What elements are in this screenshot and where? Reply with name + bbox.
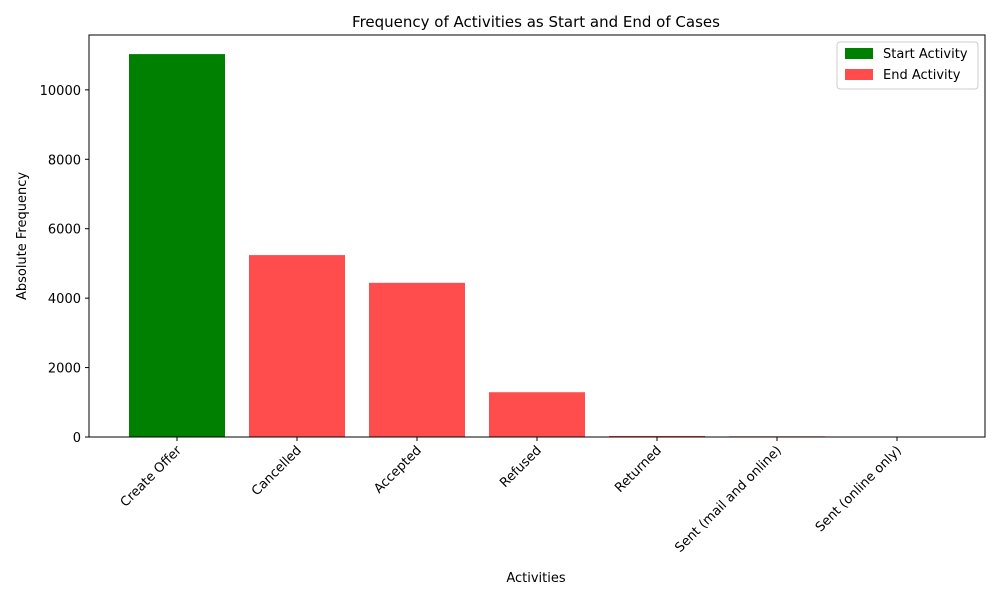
legend-swatch-start-activity [845, 48, 873, 59]
legend-label-end-activity: End Activity [883, 68, 961, 83]
legend-label-start-activity: Start Activity [883, 47, 968, 62]
bar-start-activity-0 [129, 54, 225, 438]
y-axis-ticks: 0 2000 4000 6000 8000 10000 [40, 84, 89, 446]
y-axis-title: Absolute Frequency [15, 172, 30, 300]
y-tick-label: 2000 [48, 362, 81, 377]
bar-end-activity-3 [489, 392, 585, 437]
y-tick-label: 6000 [48, 223, 81, 238]
legend-swatch-end-activity [845, 69, 873, 80]
y-tick-label: 4000 [48, 292, 81, 307]
y-tick-label: 0 [73, 431, 81, 446]
plot-frame [88, 34, 986, 438]
bar-end-activity-2 [369, 282, 465, 437]
bars-layer [129, 54, 945, 438]
legend: Start Activity End Activity [836, 41, 979, 90]
bar-end-activity-4 [609, 435, 705, 437]
y-tick-label: 10000 [40, 84, 81, 99]
chart-title: Frequency of Activities as Start and End… [352, 13, 720, 31]
bar-end-activity-1 [249, 255, 345, 437]
y-tick-label: 8000 [48, 153, 81, 168]
x-axis-title: Activities [506, 571, 566, 586]
